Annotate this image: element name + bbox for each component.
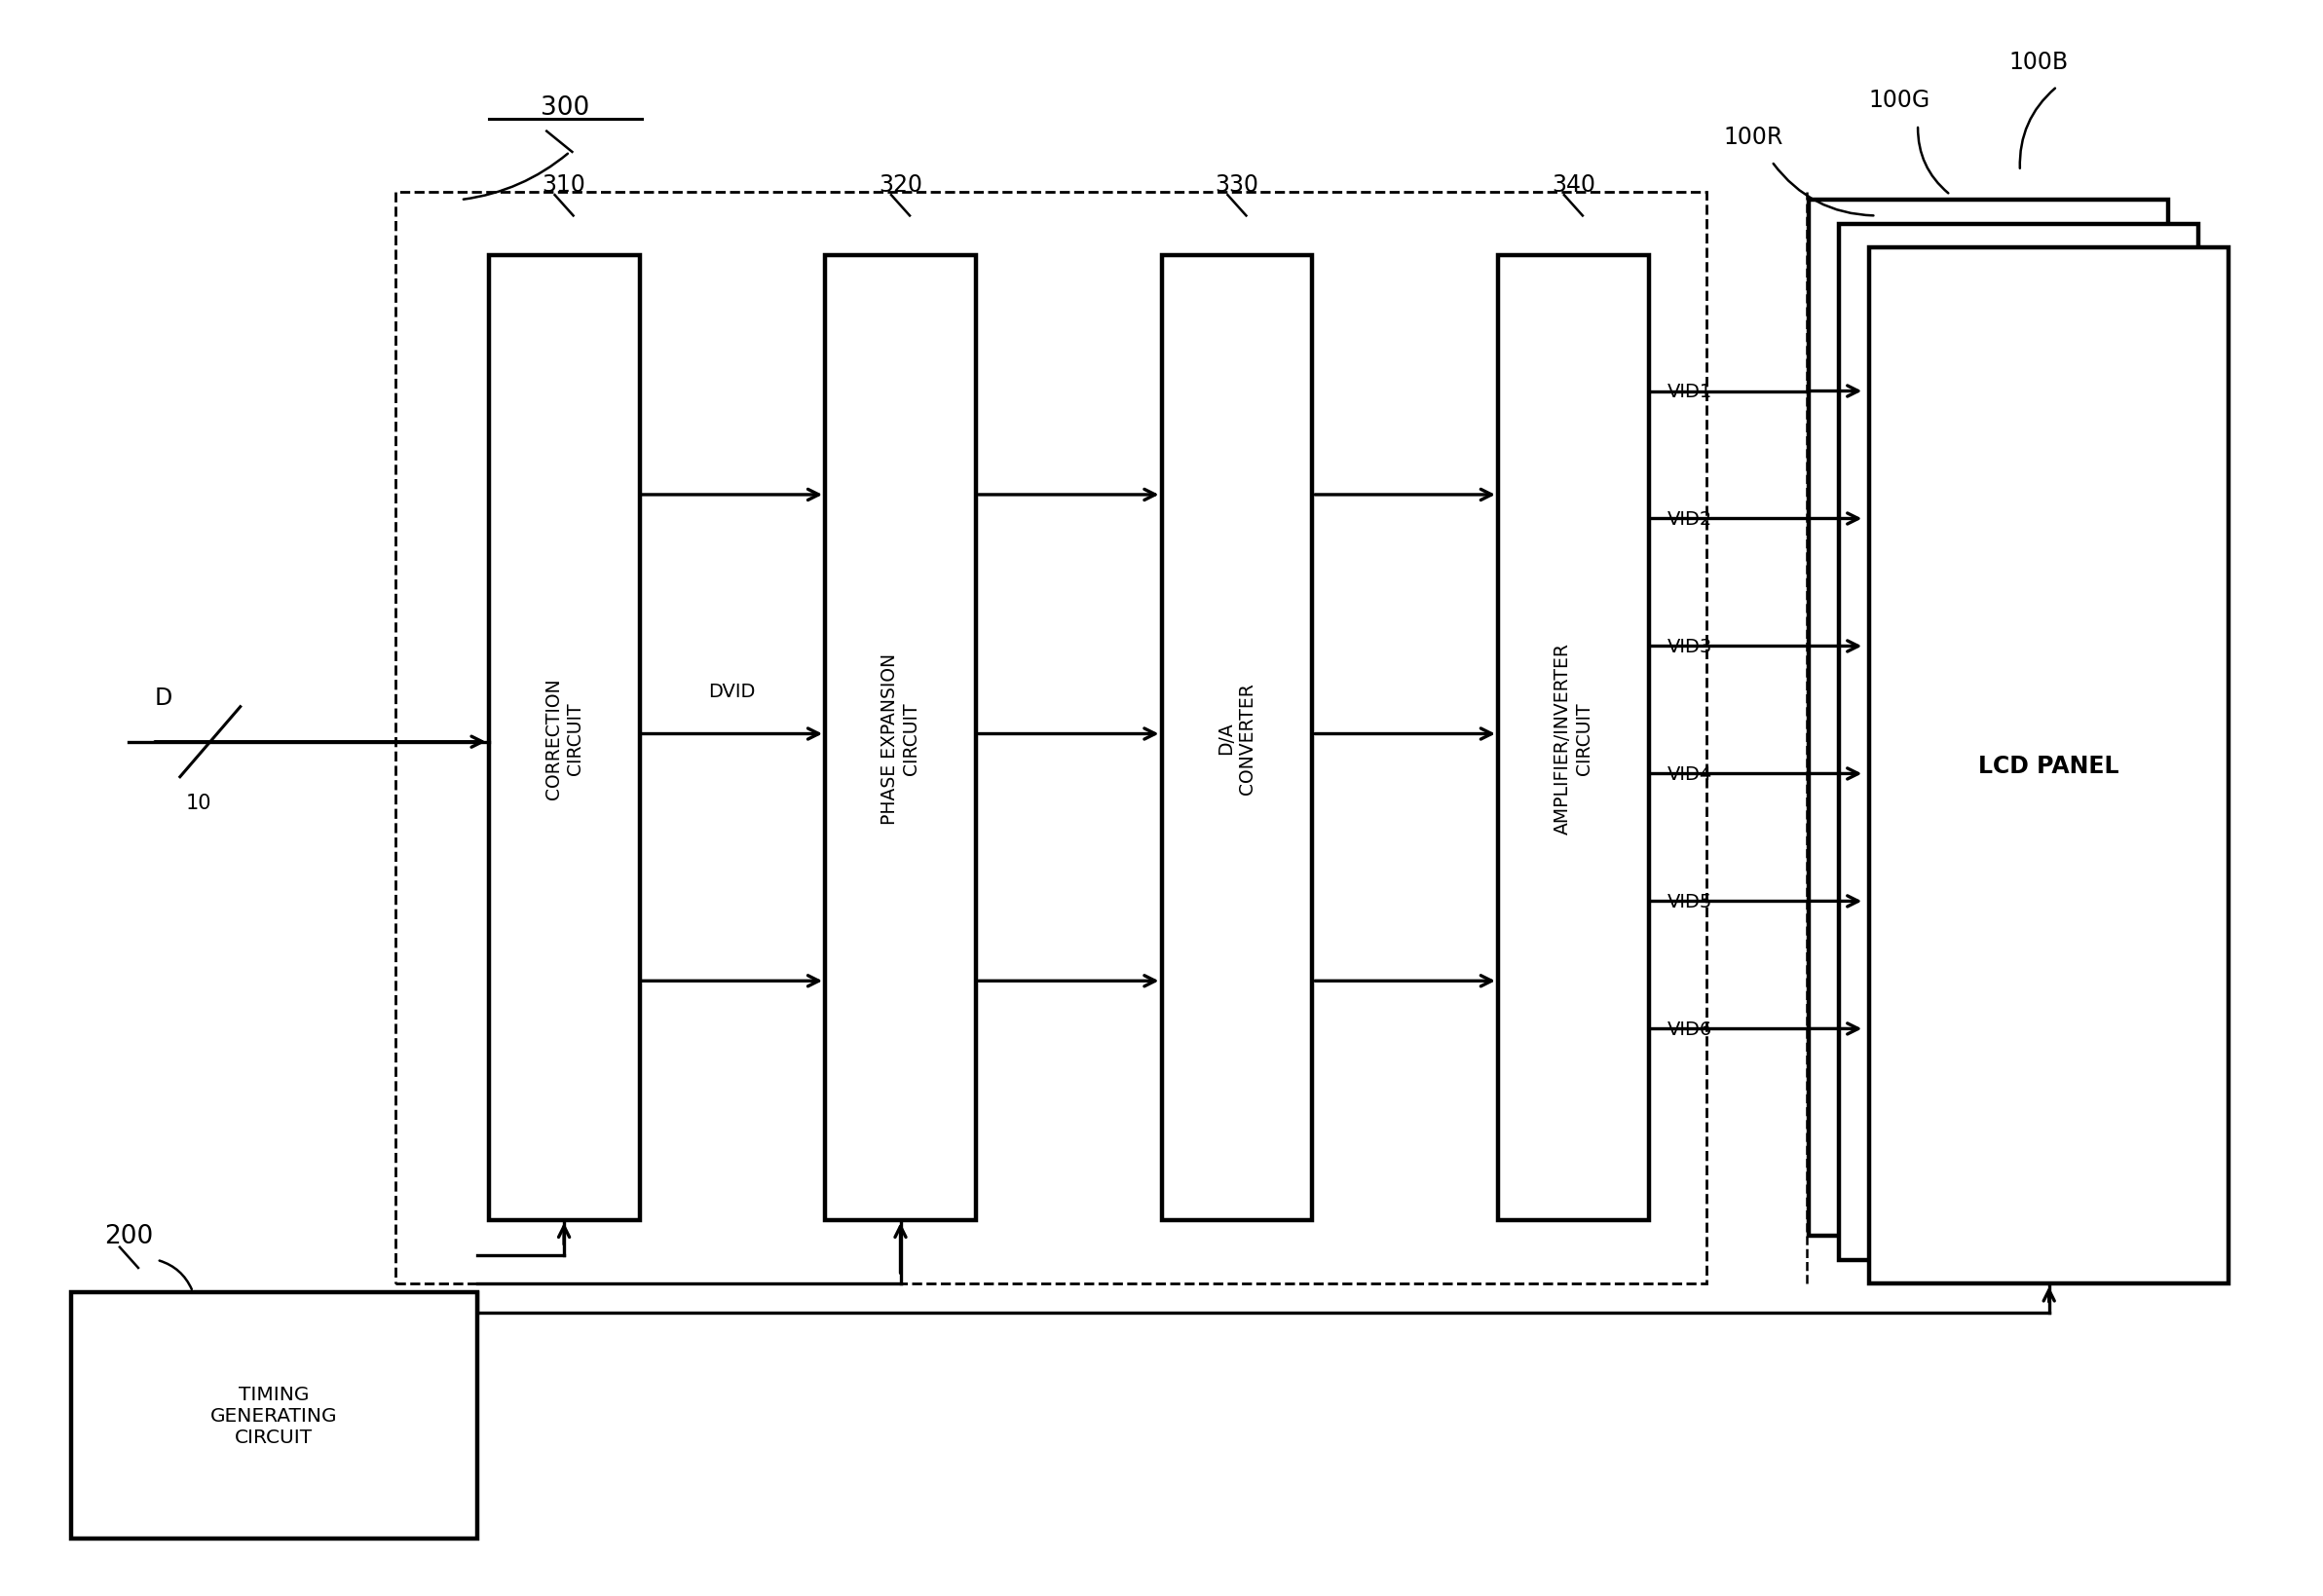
Text: 300: 300 <box>541 96 590 121</box>
Bar <box>395 193 1707 1283</box>
Bar <box>1870 249 2228 1283</box>
Text: 310: 310 <box>541 172 585 196</box>
Bar <box>1162 257 1312 1221</box>
Text: VID4: VID4 <box>1668 764 1712 784</box>
Text: LCD PANEL: LCD PANEL <box>1979 755 2119 777</box>
Text: VID5: VID5 <box>1668 892 1712 911</box>
Text: 10: 10 <box>186 793 211 812</box>
Bar <box>1840 225 2198 1261</box>
Text: PHASE EXPANSION
CIRCUIT: PHASE EXPANSION CIRCUIT <box>880 653 920 824</box>
Text: VID3: VID3 <box>1668 637 1712 656</box>
Text: 100G: 100G <box>1868 88 1930 112</box>
Text: 100B: 100B <box>2009 49 2067 73</box>
Bar <box>488 257 639 1221</box>
Text: VID2: VID2 <box>1668 511 1712 528</box>
Text: TIMING
GENERATING
CIRCUIT: TIMING GENERATING CIRCUIT <box>211 1385 337 1446</box>
Text: 200: 200 <box>105 1224 153 1248</box>
Text: 100R: 100R <box>1724 124 1784 148</box>
Text: AMPLIFIER/INVERTER
CIRCUIT: AMPLIFIER/INVERTER CIRCUIT <box>1554 643 1594 835</box>
Text: VID6: VID6 <box>1668 1020 1712 1039</box>
Text: D: D <box>156 686 172 709</box>
Bar <box>72 1291 476 1539</box>
Text: VID1: VID1 <box>1668 383 1712 401</box>
Bar <box>1498 257 1649 1221</box>
Text: 320: 320 <box>878 172 922 196</box>
Text: 340: 340 <box>1552 172 1596 196</box>
Bar <box>825 257 976 1221</box>
Text: CORRECTION
CIRCUIT: CORRECTION CIRCUIT <box>544 678 583 800</box>
Text: 330: 330 <box>1215 172 1259 196</box>
Text: DVID: DVID <box>709 681 755 701</box>
Text: D/A
CONVERTER: D/A CONVERTER <box>1217 683 1257 795</box>
Bar <box>1810 201 2167 1237</box>
